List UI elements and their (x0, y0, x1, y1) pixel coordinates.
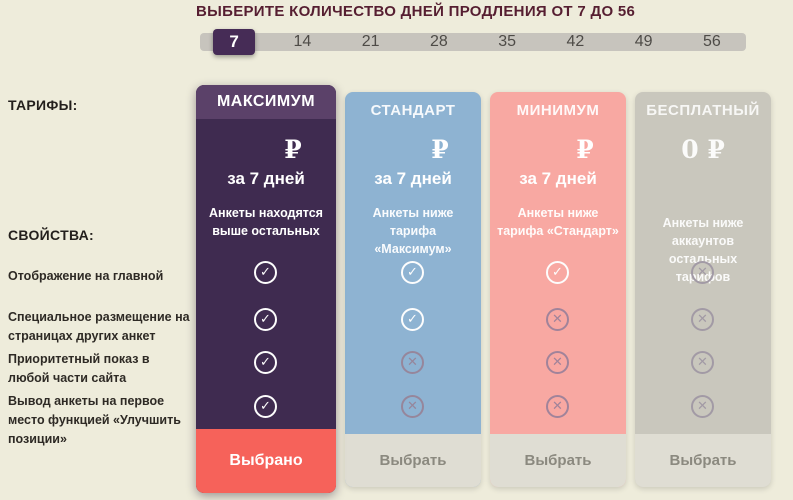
plan-name: СТАНДАРТ (370, 102, 456, 119)
plan-card-standard: СТАНДАРТ ₽ за 7 дней Анкеты ниже тарифа … (345, 92, 481, 487)
ruble-sign-icon: ₽ (707, 135, 725, 164)
plan-period: за 7 дней (374, 169, 452, 188)
plan-period: за 7 дней (227, 169, 305, 188)
plan-description: Анкеты ниже тарифа «Стандарт» (497, 206, 619, 239)
plan-period: за 7 дней (519, 169, 597, 188)
page-title: ВЫБЕРИТЕ КОЛИЧЕСТВО ДНЕЙ ПРОДЛЕНИЯ ОТ 7 … (196, 3, 636, 20)
plan-price: ₽ (223, 135, 363, 164)
plan-price: 0 ₽ (635, 135, 771, 164)
plan-card-free: БЕСПЛАТНЫЙ 0 ₽ Анкеты ниже аккаунтов ост… (635, 92, 771, 487)
feature-label-priority-display: Приоритетный показ в любой части сайта (8, 352, 150, 385)
plan-card-maximum: МАКСИМУМ ₽ за 7 дней Анкеты находятся вы… (196, 85, 336, 493)
price-amount: 0 (681, 135, 699, 164)
plan-name: МИНИМУМ (516, 102, 600, 119)
plan-card-minimum: МИНИМУМ ₽ за 7 дней Анкеты ниже тарифа «… (490, 92, 626, 487)
cross-icon: ✕ (546, 351, 569, 374)
day-option-7[interactable]: 7 (200, 29, 268, 55)
select-button-standard[interactable]: Выбрать (345, 434, 481, 487)
plan-description: Анкеты находятся выше остальных (209, 206, 323, 239)
check-icon: ✓ (546, 261, 569, 284)
check-icon: ✓ (254, 351, 277, 374)
selected-button-maximum[interactable]: Выбрано (196, 429, 336, 493)
feature-label-main-page: Отображение на главной (8, 269, 164, 283)
check-icon: ✓ (254, 261, 277, 284)
tariffs-label: ТАРИФЫ: (8, 97, 78, 113)
cross-icon: ✕ (691, 395, 714, 418)
feature-label-boost-position: Вывод анкеты на первое место функцией «У… (8, 394, 181, 446)
cross-icon: ✕ (691, 351, 714, 374)
properties-label: СВОЙСТВА: (8, 227, 95, 243)
feature-label-special-placement: Специальное размещение на страницах друг… (8, 310, 190, 343)
select-button-minimum[interactable]: Выбрать (490, 434, 626, 487)
day-option-35[interactable]: 35 (498, 33, 517, 50)
cross-icon: ✕ (401, 351, 424, 374)
plan-price: ₽ (517, 135, 653, 164)
check-icon: ✓ (401, 308, 424, 331)
cross-icon: ✕ (546, 308, 569, 331)
select-button-free[interactable]: Выбрать (635, 434, 771, 487)
check-icon: ✓ (254, 308, 277, 331)
cross-icon: ✕ (691, 308, 714, 331)
plan-price: ₽ (372, 135, 508, 164)
day-option-49[interactable]: 49 (634, 33, 653, 50)
ruble-sign-icon: ₽ (284, 135, 302, 164)
check-icon: ✓ (401, 261, 424, 284)
day-option-14[interactable]: 14 (293, 33, 312, 50)
days-slider[interactable]: 7 14 21 28 35 42 49 56 (200, 29, 746, 55)
plan-name: БЕСПЛАТНЫЙ (646, 102, 760, 119)
day-option-21[interactable]: 21 (361, 33, 380, 50)
day-option-selected: 7 (213, 29, 256, 55)
ruble-sign-icon: ₽ (576, 135, 594, 164)
plan-description: Анкеты ниже аккаунтов остальных тарифов (662, 216, 744, 285)
day-option-42[interactable]: 42 (566, 33, 585, 50)
plan-name: МАКСИМУМ (196, 85, 336, 119)
cross-icon: ✕ (546, 395, 569, 418)
check-icon: ✓ (254, 395, 277, 418)
day-option-56[interactable]: 56 (702, 33, 721, 50)
day-option-28[interactable]: 28 (429, 33, 448, 50)
ruble-sign-icon: ₽ (431, 135, 449, 164)
cross-icon: ✕ (401, 395, 424, 418)
plan-description: Анкеты ниже тарифа «Максимум» (372, 206, 454, 257)
